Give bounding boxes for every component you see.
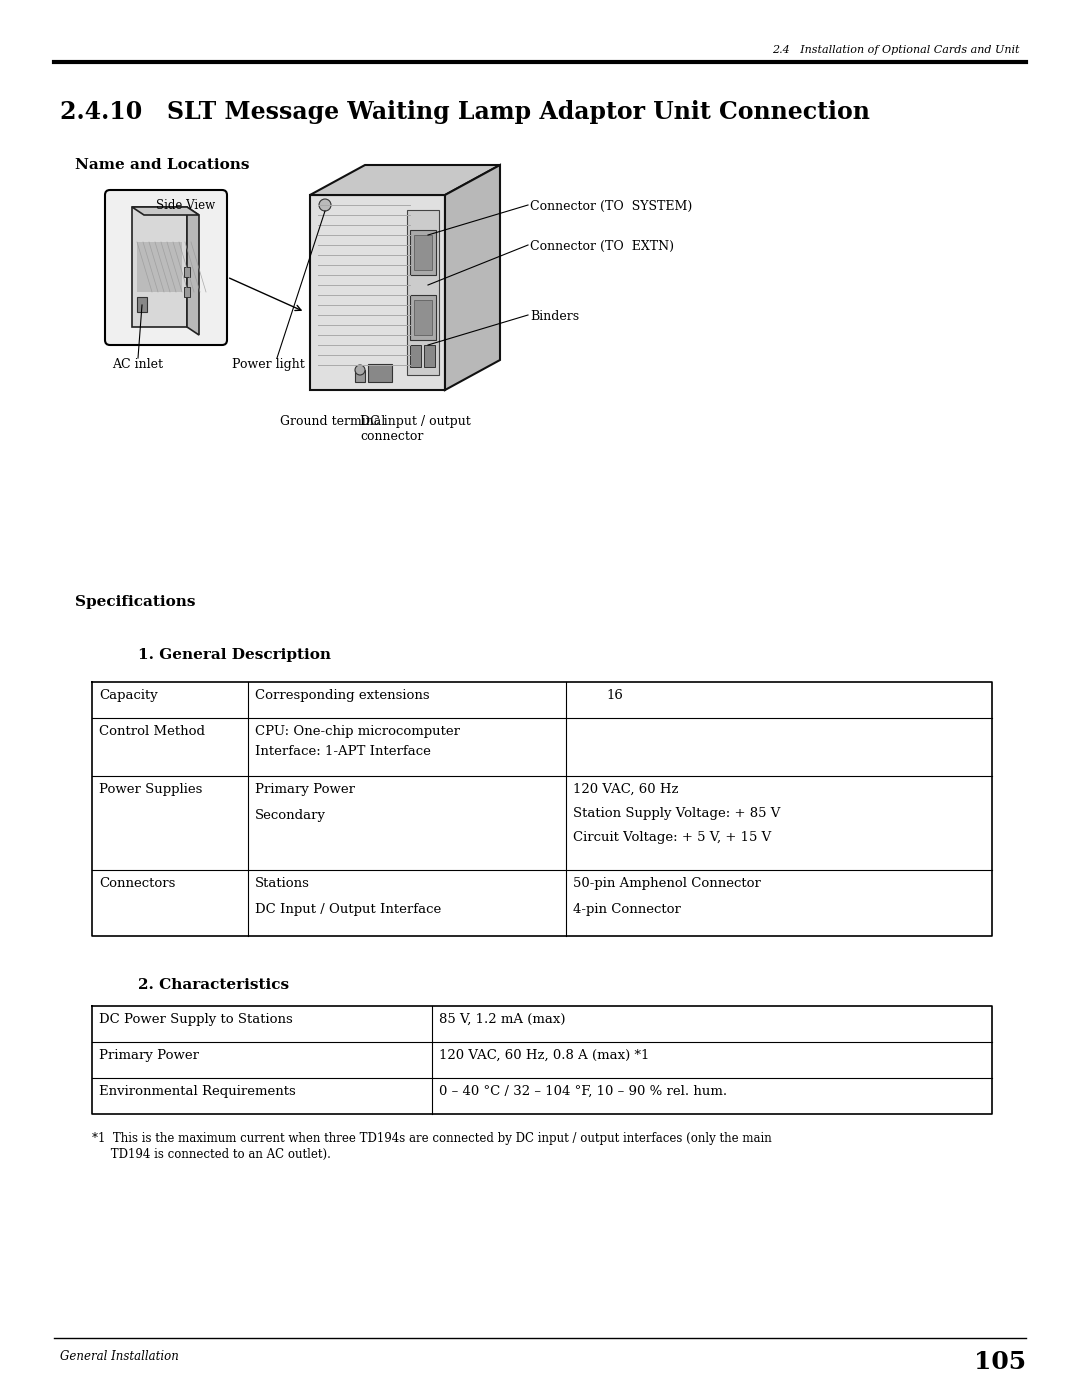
Polygon shape [187,207,199,335]
Text: Connector (TO  EXTN): Connector (TO EXTN) [530,239,674,253]
Text: Side View: Side View [156,199,215,211]
Text: 85 V, 1.2 mA (max): 85 V, 1.2 mA (max) [438,1014,566,1026]
Text: DC Power Supply to Stations: DC Power Supply to Stations [99,1014,293,1026]
Text: *1  This is the maximum current when three TD194s are connected by DC input / ou: *1 This is the maximum current when thre… [92,1133,772,1145]
Text: Connector (TO  SYSTEM): Connector (TO SYSTEM) [530,200,692,213]
Bar [132,207,187,328]
Text: Stations: Stations [255,876,310,890]
Polygon shape [310,165,500,195]
Text: Connectors: Connectors [99,876,175,890]
Circle shape [355,365,365,375]
Text: DC input / output: DC input / output [360,414,471,428]
Bar [410,230,436,274]
Circle shape [319,199,330,211]
Text: Secondary: Secondary [255,809,326,822]
Text: 120 VAC, 60 Hz, 0.8 A (max) *1: 120 VAC, 60 Hz, 0.8 A (max) *1 [438,1049,649,1063]
Text: 2. Characteristics: 2. Characteristics [138,979,289,993]
Text: Primary Power: Primary Power [99,1049,199,1063]
Bar [310,195,445,391]
Text: AC inlet: AC inlet [112,358,163,371]
Text: 4-pin Connector: 4-pin Connector [573,903,680,916]
Text: Primary Power: Primary Power [255,783,355,797]
Text: Binders: Binders [530,309,579,323]
Polygon shape [445,165,500,391]
Text: 0 – 40 °C / 32 – 104 °F, 10 – 90 % rel. hum.: 0 – 40 °C / 32 – 104 °F, 10 – 90 % rel. … [438,1085,727,1098]
Text: Control Method: Control Method [99,725,205,738]
Text: 50-pin Amphenol Connector: 50-pin Amphenol Connector [573,876,761,890]
Bar [414,300,432,335]
Bar [137,242,183,293]
Bar [137,297,147,312]
Text: Capacity: Capacity [99,689,158,701]
Text: connector: connector [360,430,423,442]
Bar [184,267,190,277]
Bar [424,344,435,367]
Text: General Installation: General Installation [60,1350,179,1364]
Text: Power Supplies: Power Supplies [99,783,202,797]
Text: Name and Locations: Name and Locations [75,158,249,172]
Text: DC Input / Output Interface: DC Input / Output Interface [255,903,442,916]
Text: 16: 16 [606,689,623,701]
FancyBboxPatch shape [105,190,227,344]
Text: 120 VAC, 60 Hz: 120 VAC, 60 Hz [573,783,678,797]
Text: Ground terminal: Ground terminal [280,414,386,428]
Bar [407,210,438,375]
Text: Corresponding extensions: Corresponding extensions [255,689,430,701]
Text: TD194 is connected to an AC outlet).: TD194 is connected to an AC outlet). [92,1148,330,1161]
Text: Specifications: Specifications [75,595,195,609]
Text: Environmental Requirements: Environmental Requirements [99,1085,296,1098]
Text: Circuit Voltage: + 5 V, + 15 V: Circuit Voltage: + 5 V, + 15 V [573,832,771,844]
Bar [368,364,392,382]
Bar [414,235,432,270]
Text: 2.4   Installation of Optional Cards and Unit: 2.4 Installation of Optional Cards and U… [772,45,1020,55]
Text: Power light: Power light [232,358,305,371]
Bar [184,287,190,297]
Text: Station Supply Voltage: + 85 V: Station Supply Voltage: + 85 V [573,806,781,820]
Bar [410,344,421,367]
Text: 2.4.10   SLT Message Waiting Lamp Adaptor Unit Connection: 2.4.10 SLT Message Waiting Lamp Adaptor … [60,99,869,125]
Text: 105: 105 [974,1350,1026,1373]
Polygon shape [132,207,199,216]
Text: CPU: One-chip microcomputer: CPU: One-chip microcomputer [255,725,460,738]
Text: Interface: 1-APT Interface: Interface: 1-APT Interface [255,745,431,757]
Text: 1. General Description: 1. General Description [138,648,330,662]
Bar [410,295,436,340]
Bar [355,370,365,382]
